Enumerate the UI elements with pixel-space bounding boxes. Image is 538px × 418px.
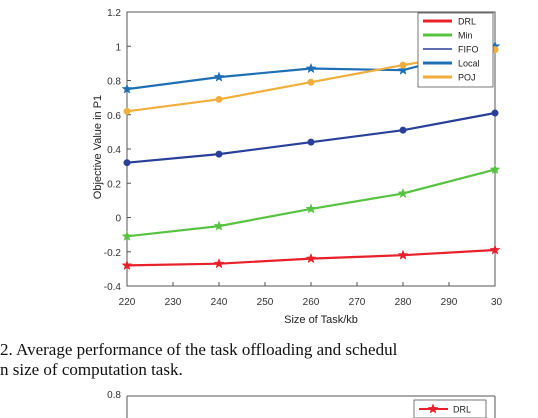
legend-box bbox=[413, 399, 487, 418]
legend-label-fifo: FIFO bbox=[458, 45, 479, 55]
y-tick-label: 0.4 bbox=[107, 145, 121, 156]
data-point-min bbox=[213, 220, 225, 231]
y-tick-label: 0 bbox=[115, 214, 121, 225]
data-point-drl bbox=[305, 252, 317, 264]
x-tick-label: 260 bbox=[303, 297, 320, 308]
data-point-local bbox=[121, 83, 133, 94]
data-point-drl bbox=[489, 244, 501, 255]
series-line-fifo bbox=[126, 111, 496, 164]
x-tick-label: 240 bbox=[211, 297, 228, 308]
data-point-drl bbox=[213, 257, 225, 269]
caption-line-1: 2. Average performance of the task offlo… bbox=[0, 340, 398, 359]
y-tick-label: 0.8 bbox=[107, 77, 121, 88]
legend-label-drl: DRL bbox=[453, 405, 471, 415]
data-point-poj bbox=[123, 107, 131, 115]
data-point-min bbox=[489, 163, 501, 175]
legend-box bbox=[417, 12, 494, 88]
legend-marker-drl bbox=[427, 403, 439, 414]
y-tick-label: -0.4 bbox=[104, 282, 122, 293]
x-tick-label: 250 bbox=[257, 297, 274, 308]
series-drl bbox=[121, 244, 501, 271]
data-point-fifo bbox=[307, 138, 315, 146]
data-point-poj bbox=[399, 61, 407, 69]
data-point-fifo bbox=[215, 150, 223, 158]
data-point-local bbox=[213, 71, 225, 82]
x-tick-label: 270 bbox=[349, 297, 366, 308]
series-min bbox=[121, 163, 501, 241]
x-tick-label: 290 bbox=[441, 297, 458, 308]
data-point-min bbox=[121, 230, 133, 241]
x-tick-label: 30 bbox=[491, 297, 503, 308]
data-point-poj bbox=[215, 95, 223, 103]
data-point-fifo bbox=[399, 126, 407, 134]
data-point-min bbox=[397, 187, 409, 199]
legend: DRL Min FIFO Local POJ bbox=[417, 12, 494, 88]
y-axis-label: Objective Value in P1 bbox=[92, 95, 104, 199]
legend-label-poj: POJ bbox=[458, 73, 476, 83]
legend-label-drl: DRL bbox=[458, 17, 476, 27]
figure-caption: 2. Average performance of the task offlo… bbox=[0, 340, 538, 380]
series-fifo bbox=[123, 109, 499, 167]
y-tick-label: 0.8 bbox=[107, 390, 121, 401]
x-tick-label: 280 bbox=[395, 297, 412, 308]
legend: DRL bbox=[413, 399, 487, 418]
data-point-poj bbox=[307, 78, 315, 86]
data-point-fifo bbox=[123, 159, 131, 167]
data-point-min bbox=[305, 203, 317, 214]
y-tick-label: 1 bbox=[115, 42, 121, 53]
series-line-min bbox=[126, 168, 496, 238]
caption-line-2: n size of computation task. bbox=[0, 360, 183, 379]
y-tick-label: 0.6 bbox=[107, 111, 121, 122]
x-axis-label: Size of Task/kb bbox=[284, 314, 358, 326]
objective-vs-task-size-chart: -0.4 -0.2 0 0.2 0.4 0.6 0.8 1 1.2 220 230 240 250 260… bbox=[92, 8, 503, 326]
legend-label-min: Min bbox=[458, 31, 473, 41]
legend-label-local: Local bbox=[458, 59, 480, 69]
data-point-local bbox=[305, 62, 317, 74]
data-point-local bbox=[397, 64, 409, 75]
y-tick-label: 1.2 bbox=[107, 8, 121, 19]
y-tick-label: -0.2 bbox=[104, 248, 122, 259]
data-point-drl bbox=[121, 259, 133, 271]
data-point-fifo bbox=[491, 109, 499, 117]
y-tick-label: 0.2 bbox=[107, 179, 121, 190]
second-chart-partial: 0.8 DRL bbox=[107, 390, 496, 418]
data-point-drl bbox=[397, 249, 409, 260]
x-tick-label: 230 bbox=[165, 297, 182, 308]
x-tick-label: 220 bbox=[119, 297, 136, 308]
